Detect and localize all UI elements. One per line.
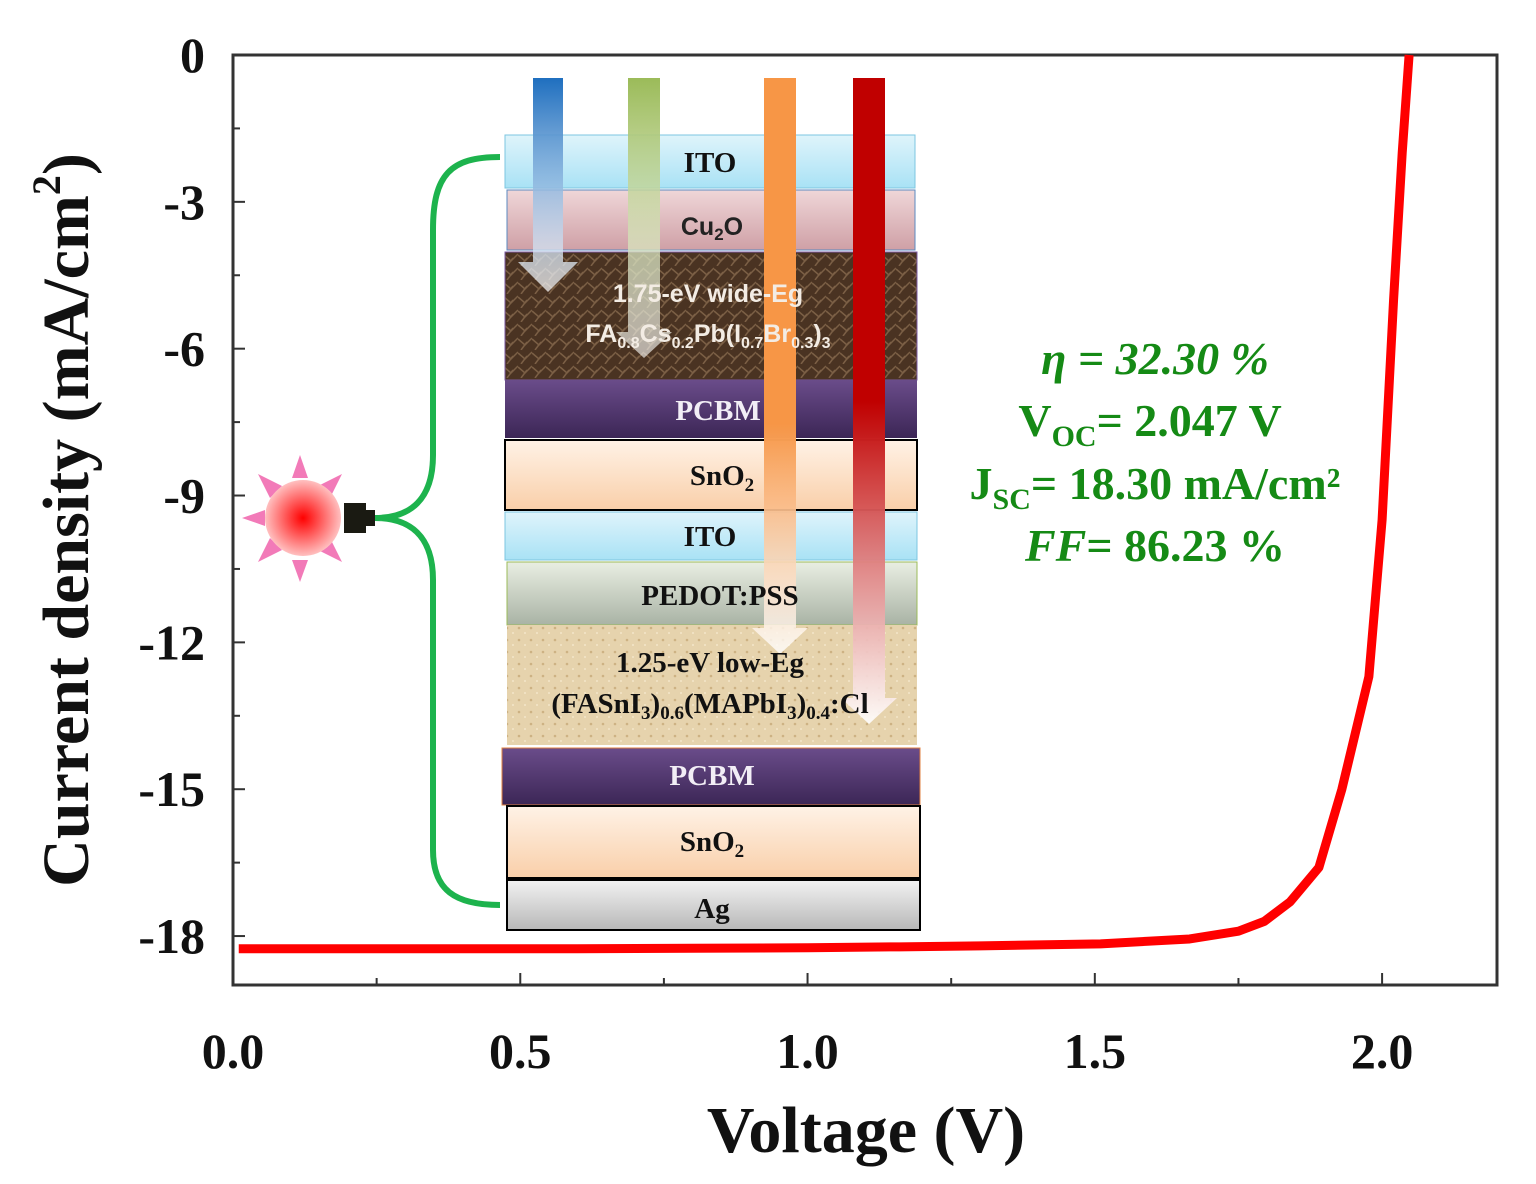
device-stack-inset: ITO Cu2O 1.75-eV wide-Eg FA0.8Cs0.2Pb(I0… xyxy=(242,78,921,931)
layer-label: 1.75-eV wide-Eg xyxy=(613,280,803,308)
layer-pcbm-bottom xyxy=(501,747,921,806)
plot-frame xyxy=(231,53,1499,987)
annotation-voc: VOC= 2.047 V xyxy=(1018,395,1281,453)
y-tick-label: -15 xyxy=(138,761,205,817)
layer-label: Cu2O xyxy=(681,213,743,244)
x-tick-label: 2.0 xyxy=(1351,1023,1414,1079)
arrow-red-icon xyxy=(841,78,897,724)
series-line-jv xyxy=(238,54,1414,954)
y-tick-label: -12 xyxy=(138,614,205,670)
layer-sno2-top xyxy=(504,439,918,511)
arrow-blue-icon xyxy=(518,78,578,292)
layer-sno2-bottom xyxy=(506,805,921,879)
y-tick-label: 0 xyxy=(180,27,205,83)
layer-label: SnO2 xyxy=(680,826,744,862)
layer-low-eg xyxy=(507,625,917,745)
layer-label: Ag xyxy=(694,893,730,925)
layer-ito-mid xyxy=(504,511,918,561)
x-tick-label: 1.5 xyxy=(1064,1023,1127,1079)
layer-label: PCBM xyxy=(675,395,760,427)
layer-pcbm-top xyxy=(505,380,917,438)
layer-label: ITO xyxy=(684,147,737,179)
x-tick-label: 0.5 xyxy=(489,1023,552,1079)
x-tick-label: 1.0 xyxy=(776,1023,839,1079)
layer-label: PCBM xyxy=(669,760,754,792)
layer-wide-eg xyxy=(504,251,918,381)
y-tick-label: -18 xyxy=(138,908,205,964)
layer-label: PEDOT:PSS xyxy=(641,580,798,612)
x-axis-label: Voltage (V) xyxy=(707,1094,1025,1167)
annotation-jsc: JSC= 18.30 mA/cm² xyxy=(970,458,1341,516)
layer-cu2o xyxy=(506,189,916,251)
y-tick-label: -9 xyxy=(163,468,205,524)
annotation-ff: FF= 86.23 % xyxy=(1024,520,1285,571)
layer-label: ITO xyxy=(684,521,737,553)
y-tick-label: -6 xyxy=(163,321,205,377)
brace-icon xyxy=(374,154,501,908)
layer-pedot-pss xyxy=(506,561,918,626)
x-tick-label: 0.0 xyxy=(202,1023,265,1079)
y-tick-label: -3 xyxy=(163,174,205,230)
y-axis-label: Current density (mA/cm2) xyxy=(24,153,103,887)
annotation-efficiency: η = 32.30 % xyxy=(1041,333,1269,384)
layer-label: SnO2 xyxy=(690,460,754,496)
layer-ito-top xyxy=(504,134,916,189)
layer-label: 1.25-eV low-Eg xyxy=(616,647,804,679)
layer-ag xyxy=(506,879,921,931)
arrow-orange-icon xyxy=(752,78,808,654)
light-bulb-icon xyxy=(242,455,375,582)
arrow-green-icon xyxy=(616,78,672,358)
layer-formula: (FASnI3)0.6(MAPbI3)0.4:Cl xyxy=(551,688,868,724)
